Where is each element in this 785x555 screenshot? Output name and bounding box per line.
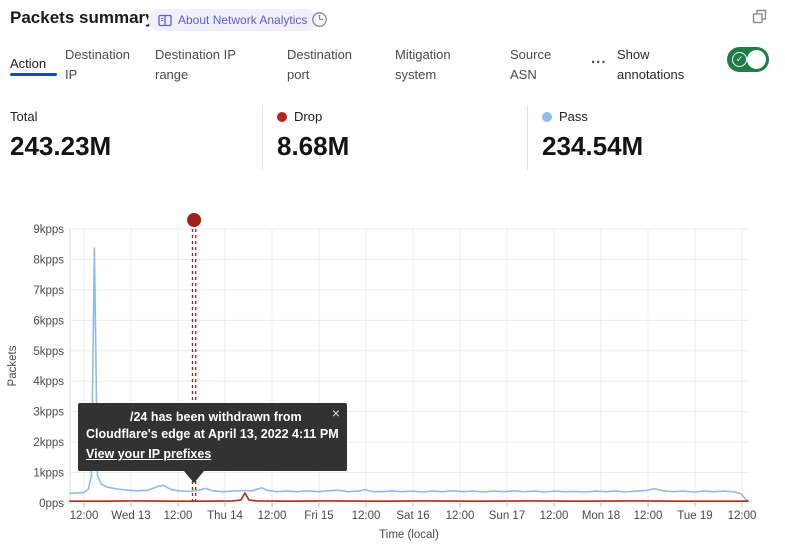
annotation-message: /24 has been withdrawn from Cloudflare's… (86, 410, 339, 441)
stat-label: Pass (559, 109, 588, 124)
y-tick-label: 3kpps (33, 407, 64, 419)
about-network-analytics-badge[interactable]: About Network Analytics (148, 9, 318, 31)
legend-dot-pass (542, 111, 552, 122)
y-axis-title: Packets (7, 345, 19, 386)
tab-source-asn[interactable]: Source ASN (510, 47, 552, 82)
x-tick-label: 12:00 (258, 510, 287, 522)
x-tick-label: Mon 18 (582, 510, 620, 522)
toggle-knob (747, 50, 766, 69)
view-ip-prefixes-link[interactable]: View your IP prefixes (86, 447, 212, 461)
tab-mitigation-system[interactable]: Mitigation system (395, 47, 451, 82)
tab-destination-port[interactable]: Destination port (287, 47, 353, 82)
x-axis-title: Time (local) (379, 529, 439, 541)
about-badge-label: About Network Analytics (178, 13, 308, 27)
tab-destination-ip[interactable]: Destination IP (65, 47, 131, 82)
x-tick-label: Sun 17 (489, 510, 525, 522)
y-tick-label: 5kpps (33, 346, 64, 358)
page-title: Packets summary (10, 8, 155, 27)
x-tick-label: Sat 16 (396, 510, 429, 522)
book-icon (158, 14, 172, 26)
tooltip-arrow (184, 471, 204, 483)
y-tick-label: 6kpps (33, 315, 64, 327)
y-tick-label: 0pps (39, 498, 64, 510)
x-tick-label: 12:00 (352, 510, 381, 522)
stat-divider (527, 106, 528, 170)
history-clock-icon[interactable] (311, 11, 328, 28)
annotation-marker[interactable] (187, 213, 202, 227)
y-tick-label: 2kpps (33, 437, 64, 449)
close-icon[interactable]: × (331, 405, 340, 421)
stat-label: Total (10, 109, 38, 124)
show-annotations-toggle[interactable]: ✓ (727, 47, 769, 72)
x-tick-label: 12:00 (540, 510, 569, 522)
x-tick-label: 12:00 (164, 510, 193, 522)
stat-label: Drop (294, 109, 323, 124)
y-tick-label: 4kpps (33, 376, 64, 388)
pass-line (69, 247, 749, 502)
gridlines (70, 228, 748, 507)
active-tab-underline (10, 73, 57, 76)
more-tabs-button[interactable]: ... (591, 50, 607, 67)
stat-divider (262, 106, 263, 170)
check-icon: ✓ (732, 52, 747, 67)
drop-line (69, 492, 749, 503)
y-tick-label: 9kpps (33, 224, 64, 236)
x-tick-label: Wed 13 (111, 510, 150, 522)
stat-value: 234.54M (542, 131, 644, 161)
show-annotations-label: Show annotations (617, 47, 685, 82)
stat-total: Total 243.23M (10, 109, 111, 162)
x-tick-label: 12:00 (70, 510, 99, 522)
stat-pass: Pass 234.54M (542, 109, 643, 162)
x-tick-label: 12:00 (634, 510, 663, 522)
tab-action[interactable]: Action (10, 56, 47, 71)
x-tick-label: 12:00 (446, 510, 475, 522)
x-tick-label: Thu 14 (207, 510, 243, 522)
stat-value: 243.23M (10, 131, 112, 161)
annotation-tooltip: × /24 has been withdrawn from Cloudflare… (78, 403, 347, 483)
legend-dot-drop (277, 111, 287, 122)
stat-value: 8.68M (277, 131, 350, 161)
tab-destination-ip-range[interactable]: Destination IP range (155, 47, 236, 82)
stat-drop: Drop 8.68M (277, 109, 349, 162)
x-tick-label: 12:00 (728, 510, 757, 522)
y-tick-label: 8kpps (33, 254, 64, 266)
x-tick-label: Fri 15 (304, 510, 333, 522)
x-tick-label: Tue 19 (677, 510, 712, 522)
restore-window-icon[interactable] (751, 8, 768, 25)
y-tick-label: 1kpps (33, 468, 64, 480)
y-tick-label: 7kpps (33, 285, 64, 297)
